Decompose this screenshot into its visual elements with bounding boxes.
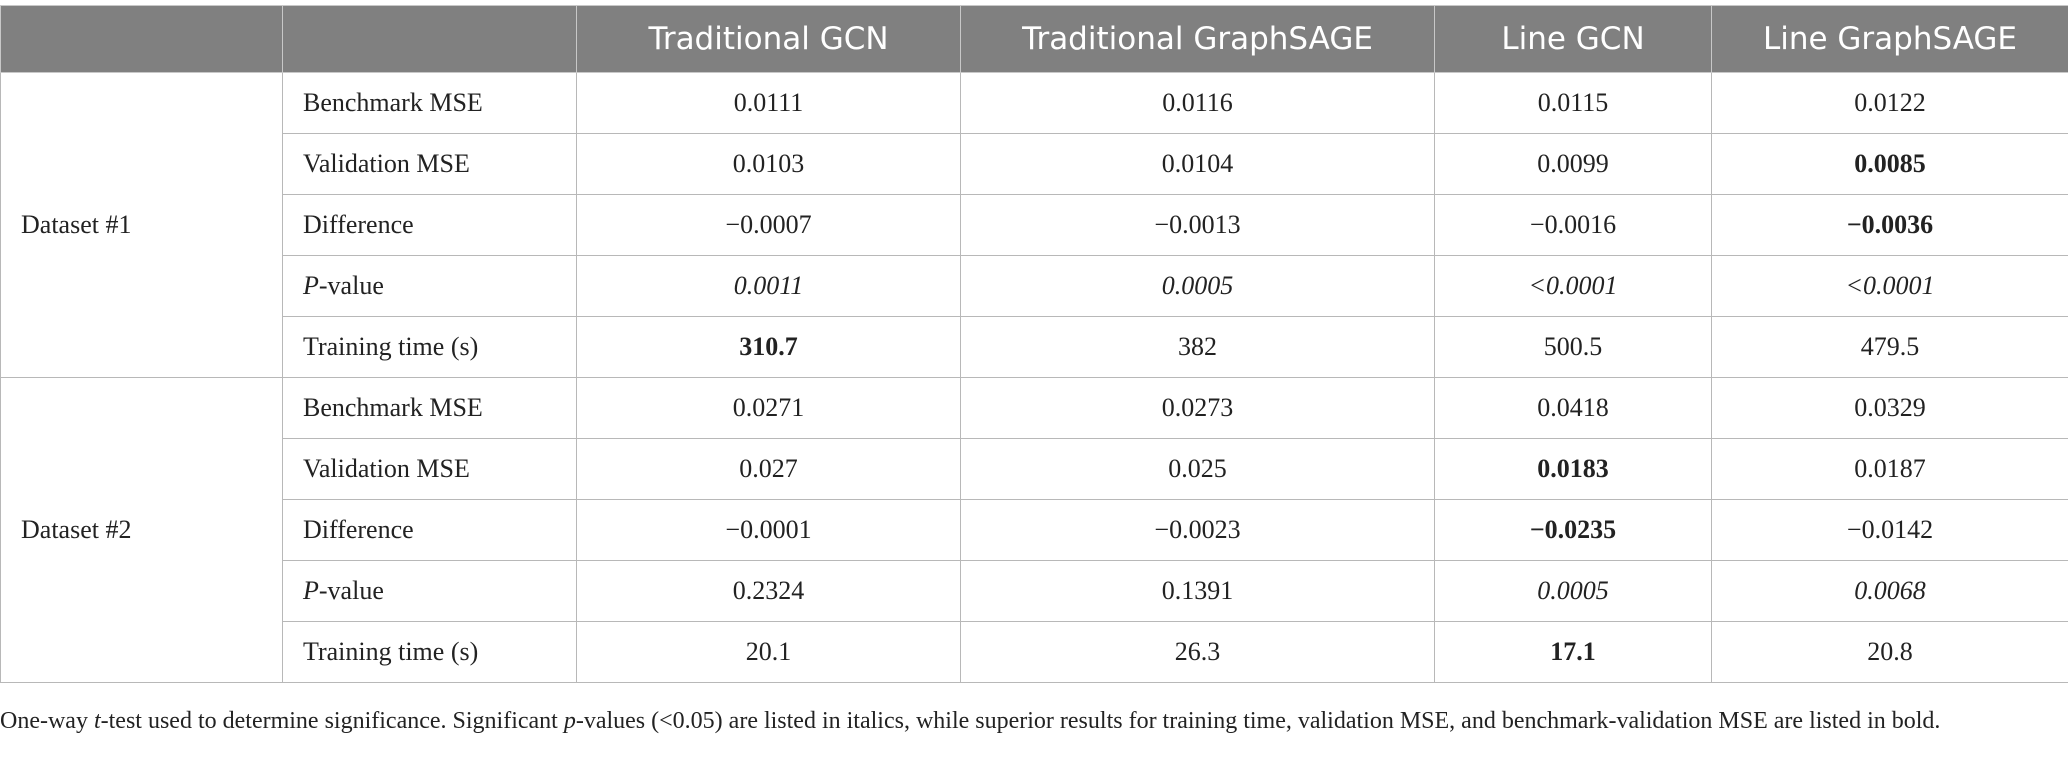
- caption-text: t: [93, 708, 101, 734]
- value-cell: 26.3: [960, 621, 1435, 683]
- table-row: Validation MSE 0.027 0.025 0.0183 0.0187: [1, 438, 2068, 500]
- value-cell: 0.0329: [1711, 377, 2068, 439]
- table-row: Validation MSE 0.0103 0.0104 0.0099 0.0085: [1, 133, 2068, 195]
- table-row: P-value 0.2324 0.1391 0.0005 0.0068: [1, 560, 2068, 622]
- value-cell: 0.0111: [576, 72, 961, 134]
- table-row: Training time (s) 20.1 26.3 17.1 20.8: [1, 621, 2068, 683]
- value-cell: 0.0116: [960, 72, 1435, 134]
- value-cell: 0.0187: [1711, 438, 2068, 500]
- label-text: P: [303, 271, 319, 300]
- caption-text: One-way: [0, 708, 94, 734]
- value-cell: 0.0103: [576, 133, 961, 195]
- value-cell: 0.0273: [960, 377, 1435, 439]
- table-row: Difference −0.0001 −0.0023 −0.0235 −0.0142: [1, 499, 2068, 561]
- table-body: Dataset #1 Benchmark MSE 0.0111 0.0116 0.011…: [0, 72, 2068, 683]
- label-text: Benchmark MSE: [303, 88, 483, 117]
- value-cell: 0.025: [960, 438, 1435, 500]
- column-header: Line GCN: [1434, 5, 1712, 73]
- value-cell: 0.0085: [1711, 133, 2068, 195]
- table-row: Dataset #1 Benchmark MSE 0.0111 0.0116 0.011…: [0, 72, 2068, 378]
- value-cell: 20.8: [1711, 621, 2068, 683]
- value-cell: 0.0005: [1434, 560, 1712, 622]
- table-header: Traditional GCN Traditional GraphSAGE Line…: [0, 5, 2068, 73]
- row-label: Benchmark MSE: [282, 377, 577, 439]
- value-cell: −0.0016: [1434, 194, 1712, 256]
- value-cell: <0.0001: [1711, 255, 2068, 317]
- value-cell: 0.0271: [576, 377, 961, 439]
- label-text: -value: [318, 271, 384, 300]
- value-cell: −0.0001: [576, 499, 961, 561]
- value-cell: 0.0011: [576, 255, 961, 317]
- table-row: Difference −0.0007 −0.0013 −0.0016 −0.0036: [1, 194, 2068, 256]
- label-text: Training time (s): [303, 332, 479, 361]
- value-cell: −0.0235: [1434, 499, 1712, 561]
- value-cell: 0.0104: [960, 133, 1435, 195]
- value-cell: 0.1391: [960, 560, 1435, 622]
- row-label: Training time (s): [282, 621, 577, 683]
- table-row: Dataset #2 Benchmark MSE 0.0271 0.0273 0.041…: [0, 377, 2068, 683]
- column-header: Line GraphSAGE: [1711, 5, 2068, 73]
- caption-text: p: [563, 708, 576, 734]
- value-cell: 0.0099: [1434, 133, 1712, 195]
- caption-text: -test used to determine significance. Si…: [100, 708, 564, 734]
- label-text: -value: [318, 576, 384, 605]
- row-label: Validation MSE: [282, 133, 577, 195]
- caption-text: -values (<0.05) are listed in italics, w…: [575, 708, 1941, 734]
- value-cell: 0.0005: [960, 255, 1435, 317]
- row-label: Validation MSE: [282, 438, 577, 500]
- value-cell: 20.1: [576, 621, 961, 683]
- value-cell: 0.0115: [1434, 72, 1712, 134]
- table-row: P-value 0.0011 0.0005 <0.0001 <0.0001: [1, 255, 2068, 317]
- row-label: P-value: [282, 255, 577, 317]
- value-cell: −0.0013: [960, 194, 1435, 256]
- value-cell: −0.0142: [1711, 499, 2068, 561]
- label-text: Training time (s): [303, 637, 479, 666]
- row-label: P-value: [282, 560, 577, 622]
- value-cell: −0.0023: [960, 499, 1435, 561]
- value-cell: 0.0068: [1711, 560, 2068, 622]
- value-cell: 0.2324: [576, 560, 961, 622]
- value-cell: 0.0183: [1434, 438, 1712, 500]
- header-cell: [0, 5, 283, 73]
- header-row: Traditional GCN Traditional GraphSAGE Line…: [0, 5, 2068, 73]
- label-text: Validation MSE: [303, 454, 470, 483]
- column-header: Traditional GraphSAGE: [960, 5, 1435, 73]
- value-cell: 382: [960, 316, 1435, 378]
- value-cell: −0.0036: [1711, 194, 2068, 256]
- value-cell: 0.0122: [1711, 72, 2068, 134]
- label-text: Difference: [303, 515, 414, 544]
- value-cell: 0.027: [576, 438, 961, 500]
- row-label: Difference: [282, 194, 577, 256]
- label-text: P: [303, 576, 319, 605]
- value-cell: 0.0418: [1434, 377, 1712, 439]
- value-cell: <0.0001: [1434, 255, 1712, 317]
- group-label: Dataset #1: [0, 72, 283, 378]
- value-cell: 479.5: [1711, 316, 2068, 378]
- label-text: Validation MSE: [303, 149, 470, 178]
- value-cell: 17.1: [1434, 621, 1712, 683]
- row-label: Training time (s): [282, 316, 577, 378]
- column-header: Traditional GCN: [576, 5, 961, 73]
- label-text: Difference: [303, 210, 414, 239]
- label-text: Benchmark MSE: [303, 393, 483, 422]
- caption: One-way t-test used to determine signifi…: [0, 702, 2060, 740]
- results-table: Traditional GCN Traditional GraphSAGE Line…: [0, 5, 2068, 683]
- value-cell: 500.5: [1434, 316, 1712, 378]
- table-row: Training time (s) 310.7 382 500.5 479.5: [1, 316, 2068, 378]
- row-label: Difference: [282, 499, 577, 561]
- value-cell: −0.0007: [576, 194, 961, 256]
- row-label: Benchmark MSE: [282, 72, 577, 134]
- value-cell: 310.7: [576, 316, 961, 378]
- header-cell: [282, 5, 577, 73]
- group-label: Dataset #2: [0, 377, 283, 683]
